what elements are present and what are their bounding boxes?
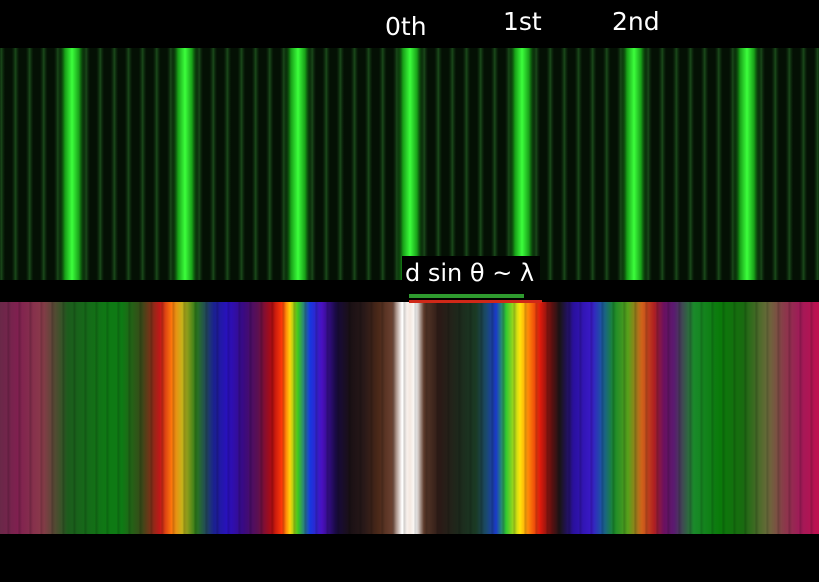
principal-maximum	[508, 48, 536, 280]
secondary-fringe	[757, 48, 766, 280]
secondary-fringe	[350, 48, 359, 280]
secondary-fringe	[138, 48, 147, 280]
secondary-fringe	[223, 48, 232, 280]
secondary-fringe	[434, 48, 443, 280]
secondary-fringe	[152, 48, 161, 280]
secondary-fringe	[308, 48, 317, 280]
secondary-fringe	[110, 48, 119, 280]
principal-maximum	[284, 48, 312, 280]
secondary-fringe	[532, 48, 541, 280]
secondary-fringe	[364, 48, 373, 280]
secondary-fringe	[728, 48, 737, 280]
secondary-fringe	[39, 48, 48, 280]
red-wavelength-bar	[409, 300, 542, 303]
secondary-fringe	[588, 48, 597, 280]
secondary-fringe	[490, 48, 499, 280]
principal-maximum	[58, 48, 86, 280]
secondary-fringe	[785, 48, 794, 280]
green-fringe-pattern	[0, 48, 819, 280]
secondary-fringe	[237, 48, 246, 280]
order-label-2nd: 2nd	[612, 7, 660, 36]
secondary-fringe	[813, 48, 819, 280]
principal-maximum	[733, 48, 761, 280]
secondary-fringe	[644, 48, 653, 280]
secondary-fringe	[166, 48, 175, 280]
monochromatic-diffraction-pattern	[0, 48, 819, 280]
secondary-fringe	[672, 48, 681, 280]
secondary-fringe	[799, 48, 808, 280]
bottom-margin	[0, 534, 819, 582]
green-wavelength-bar	[409, 294, 524, 298]
secondary-fringe	[11, 48, 20, 280]
fringe-texture	[0, 302, 819, 534]
secondary-fringe	[53, 48, 62, 280]
secondary-fringe	[279, 48, 288, 280]
secondary-fringe	[82, 48, 91, 280]
secondary-fringe	[658, 48, 667, 280]
secondary-fringe	[602, 48, 611, 280]
principal-maximum	[171, 48, 199, 280]
secondary-fringe	[560, 48, 569, 280]
secondary-fringe	[96, 48, 105, 280]
secondary-fringe	[322, 48, 331, 280]
secondary-fringe	[574, 48, 583, 280]
secondary-fringe	[714, 48, 723, 280]
secondary-fringe	[771, 48, 780, 280]
secondary-fringe	[700, 48, 709, 280]
secondary-fringe	[420, 48, 429, 280]
secondary-fringe	[265, 48, 274, 280]
secondary-fringe	[0, 48, 6, 280]
grating-equation: d sin θ ~ λ	[405, 259, 535, 287]
secondary-fringe	[251, 48, 260, 280]
secondary-fringe	[378, 48, 387, 280]
secondary-fringe	[448, 48, 457, 280]
secondary-fringe	[209, 48, 218, 280]
principal-maximum	[620, 48, 648, 280]
secondary-fringe	[476, 48, 485, 280]
formula-background	[402, 256, 540, 292]
secondary-fringe	[25, 48, 34, 280]
secondary-fringe	[336, 48, 345, 280]
secondary-fringe	[546, 48, 555, 280]
order-label-0th: 0th	[385, 12, 427, 41]
secondary-fringe	[686, 48, 695, 280]
order-label-1st: 1st	[503, 7, 542, 36]
secondary-fringe	[195, 48, 204, 280]
secondary-fringe	[462, 48, 471, 280]
principal-maximum	[396, 48, 424, 280]
white-light-diffraction-spectrum	[0, 302, 819, 534]
secondary-fringe	[124, 48, 133, 280]
